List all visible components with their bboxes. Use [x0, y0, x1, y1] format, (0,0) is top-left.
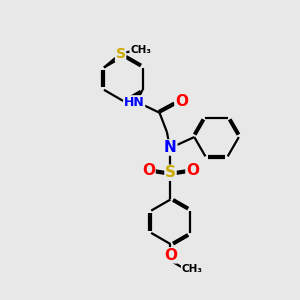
Text: HN: HN	[124, 96, 145, 109]
Text: CH₃: CH₃	[182, 264, 203, 274]
Text: O: O	[142, 163, 155, 178]
Text: S: S	[165, 165, 176, 180]
Text: N: N	[164, 140, 177, 155]
Text: CH₃: CH₃	[130, 45, 151, 55]
Text: O: O	[186, 163, 199, 178]
Text: O: O	[164, 248, 177, 263]
Text: S: S	[116, 47, 126, 61]
Text: O: O	[175, 94, 188, 110]
